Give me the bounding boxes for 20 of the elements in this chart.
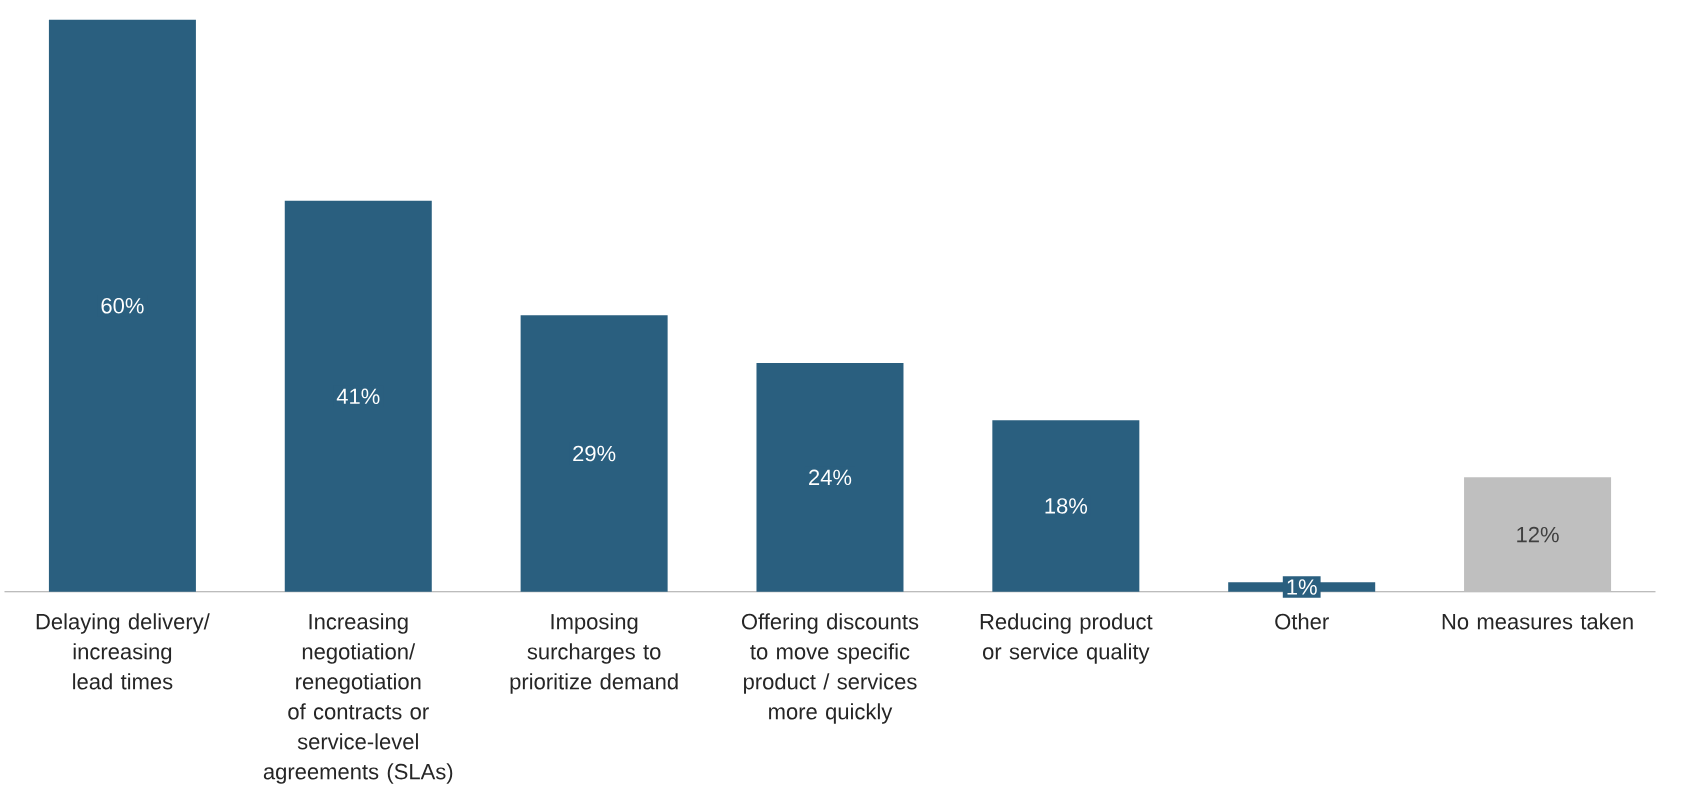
x-tick-label: Increasing negotiation/ renegotiation of contracts or service-level agreements (SLAs) bbox=[263, 613, 453, 784]
x-tick-label: Reducing product or service quality bbox=[980, 613, 1153, 664]
bar bbox=[520, 315, 668, 592]
x-tick-label: Other bbox=[1275, 613, 1329, 630]
data-label: 29% bbox=[573, 445, 616, 462]
x-tick-label: Offering discounts to move specific product / services more quickly bbox=[741, 613, 919, 724]
data-label: 12% bbox=[1517, 526, 1559, 543]
bar bbox=[284, 200, 432, 592]
data-label: 41% bbox=[336, 388, 380, 404]
x-tick-label: No measures taken bbox=[1442, 613, 1633, 630]
bar bbox=[992, 420, 1140, 592]
x-tick-label: Delaying delivery/ increasing lead times bbox=[36, 613, 210, 690]
data-label: 24% bbox=[809, 469, 852, 486]
bar bbox=[1464, 477, 1612, 592]
data-label: 18% bbox=[1045, 498, 1088, 514]
bar bbox=[48, 19, 196, 592]
bar bbox=[756, 362, 904, 592]
data-label: 60% bbox=[101, 297, 144, 314]
x-tick-label: Imposing surcharges to prioritize demand bbox=[510, 613, 678, 694]
data-label: 1% bbox=[1287, 579, 1317, 595]
